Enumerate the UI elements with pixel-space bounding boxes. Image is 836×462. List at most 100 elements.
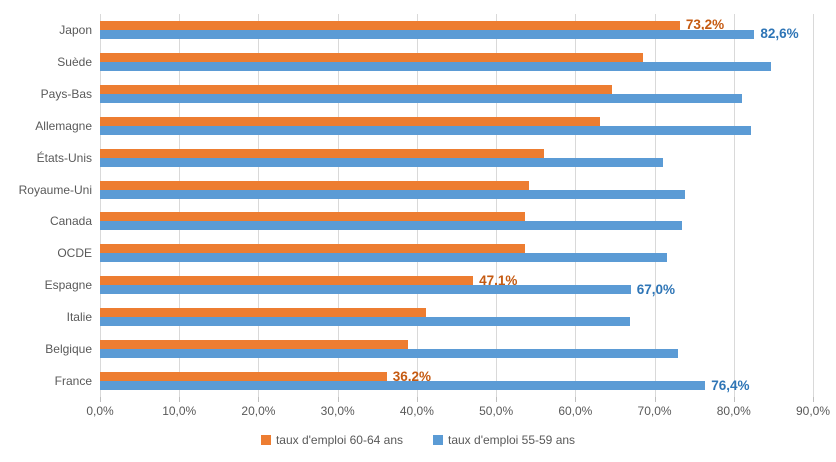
legend-swatch-orange [260, 435, 271, 445]
bar [100, 317, 630, 327]
gridline [258, 14, 260, 397]
bar-group-1 [100, 46, 813, 78]
bar-row [100, 308, 813, 318]
y-category-label: Pays-Bas [40, 86, 92, 101]
bar-row [100, 180, 813, 190]
bar [100, 125, 752, 135]
axis-tick-mark [337, 397, 339, 402]
bar-row: 67,0% [100, 281, 813, 297]
y-category-label: Espagne [44, 278, 92, 293]
y-category-label: France [54, 374, 92, 389]
x-tick-label: 20,0% [241, 404, 276, 418]
bar-group-4 [100, 142, 813, 174]
data-label: 73,2% [685, 17, 725, 33]
x-tick-label: 30,0% [320, 404, 355, 418]
legend-label-60-64-ans: taux d'emploi 60-64 ans [275, 433, 403, 447]
axis-tick-mark [100, 397, 101, 402]
gridline [733, 14, 735, 397]
bar [100, 180, 529, 190]
bar-row: 47,1% [100, 272, 813, 288]
bar-group-11: 36,2% 76,4% [100, 365, 813, 397]
gridline [496, 14, 498, 397]
y-axis-labels: Japon Suède Pays-Bas Allemagne États-Unis Roy… [0, 14, 92, 397]
bar-row [100, 349, 813, 359]
axis-tick-mark [496, 397, 498, 402]
data-label: 67,0% [636, 281, 676, 297]
bar-row [100, 189, 813, 199]
bar-group-2 [100, 78, 813, 110]
bar-row: 73,2% [100, 17, 813, 33]
gridline [416, 14, 418, 397]
bar [100, 29, 755, 39]
bar-group-3 [100, 110, 813, 142]
bar [100, 116, 600, 126]
gridline [100, 14, 101, 397]
bar-row: 36,2% [100, 369, 813, 383]
data-label: 82,6% [760, 26, 799, 42]
legend-swatch-blue [433, 435, 443, 445]
gridline [654, 14, 656, 397]
bar-row: 76,4% [100, 377, 813, 393]
bar [100, 93, 742, 103]
bar [100, 372, 387, 382]
bar [100, 212, 525, 222]
bar-row [100, 212, 813, 222]
y-category-label: États-Unis [36, 150, 92, 165]
x-tick-label: 90,0% [795, 404, 831, 418]
y-category-label: Italie [66, 310, 92, 325]
y-category-label: Allemagne [35, 118, 92, 133]
bar [100, 20, 680, 30]
x-tick-label: 0,0% [86, 404, 114, 418]
bar [100, 285, 631, 295]
y-category-label: Belgique [45, 342, 92, 357]
legend-item-55-59-ans: taux d'emploi 55-59 ans [433, 433, 575, 447]
bar-row [100, 52, 813, 62]
y-category-label: Japon [59, 22, 92, 37]
x-tick-label: 70,0% [637, 404, 672, 418]
bar-row [100, 61, 813, 71]
x-tick-label: 80,0% [716, 404, 751, 418]
data-label: 47,1% [479, 272, 518, 288]
bar-group-5 [100, 174, 813, 206]
x-tick-label: 10,0% [162, 404, 197, 418]
bar-row [100, 317, 813, 327]
y-category-label: Canada [49, 214, 92, 229]
axis-tick-mark [813, 397, 814, 402]
x-tick-label: 50,0% [479, 404, 514, 418]
axis-tick-mark [733, 397, 735, 402]
axis-tick-mark [416, 397, 418, 402]
bar-row [100, 340, 813, 350]
legend-item-60-64-ans: taux d'emploi 60-64 ans [260, 433, 403, 447]
bar [100, 253, 668, 263]
gridline [179, 14, 181, 397]
bar [100, 221, 683, 231]
bar-row [100, 93, 813, 103]
bar-group-0: 73,2% 82,6% [100, 14, 813, 46]
bar-group-8: 47,1% 67,0% [100, 269, 813, 301]
plot-area: 73,2% 82,6% 47,1% 67,0% 36,2% 76,4% [100, 14, 814, 402]
axis-tick-mark [575, 397, 577, 402]
bar-row [100, 157, 813, 167]
x-axis-labels: 0,0% 10,0% 20,0% 30,0% 40,0% 50,0% 60,0% 70,0% 8… [86, 404, 830, 420]
bar [100, 276, 474, 286]
bar-row [100, 84, 813, 94]
bar [100, 349, 679, 359]
gridline [813, 14, 814, 397]
bar-groups: 73,2% 82,6% 47,1% 67,0% 36,2% 76,4% [100, 14, 813, 397]
legend: taux d'emploi 60-64 ans taux d'emploi 55… [0, 433, 836, 447]
data-label: 76,4% [711, 377, 750, 393]
axis-tick-mark [179, 397, 181, 402]
bar [100, 157, 664, 167]
bar-row [100, 221, 813, 231]
gridline [337, 14, 339, 397]
axis-tick-mark [654, 397, 656, 402]
bar [100, 244, 525, 254]
bar-group-6 [100, 206, 813, 238]
bar [100, 340, 409, 350]
bar [100, 148, 544, 158]
bar [100, 52, 644, 62]
bar [100, 308, 426, 318]
bar-row: 82,6% [100, 26, 813, 42]
